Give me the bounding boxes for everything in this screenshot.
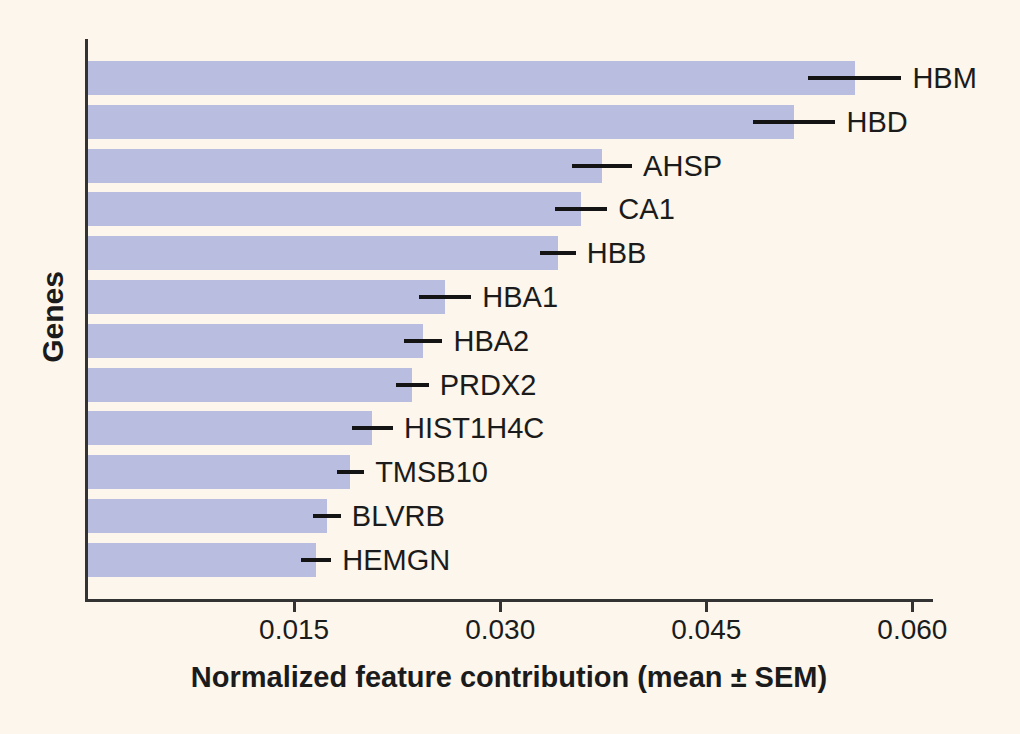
gene-label-ahsp: AHSP — [643, 151, 722, 180]
x-tick-mark-0.045 — [705, 602, 708, 612]
x-tick-mark-0.015 — [293, 602, 296, 612]
bar-hbd — [88, 105, 794, 139]
x-tick-label-0.045: 0.045 — [671, 614, 741, 646]
gene-label-hbm: HBM — [912, 64, 976, 93]
x-tick-mark-0.060 — [911, 602, 914, 612]
bar-blvrb — [88, 499, 327, 533]
gene-label-hbb: HBB — [587, 239, 647, 268]
gene-label-hemgn: HEMGN — [342, 545, 450, 574]
gene-label-ca1: CA1 — [618, 195, 674, 224]
error-bar-hba2 — [404, 339, 442, 343]
x-axis-label: Normalized feature contribution (mean ± … — [85, 661, 933, 694]
bar-tmsb10 — [88, 455, 350, 489]
plot-area: HBMHBDAHSPCA1HBBHBA1HBA2PRDX2HIST1H4CTMS… — [85, 39, 933, 602]
error-bar-hbd — [753, 120, 835, 124]
error-bar-hbb — [540, 251, 576, 255]
gene-label-hba1: HBA1 — [482, 283, 558, 312]
error-bar-hbm — [808, 76, 901, 80]
y-axis-label: Genes — [36, 271, 70, 363]
bar-hba1 — [88, 280, 445, 314]
gene-label-hba2: HBA2 — [453, 326, 529, 355]
bar-hba2 — [88, 324, 423, 358]
x-tick-label-0.030: 0.030 — [465, 614, 535, 646]
gene-label-prdx2: PRDX2 — [440, 370, 537, 399]
x-tick-label-0.015: 0.015 — [259, 614, 329, 646]
bar-ahsp — [88, 149, 602, 183]
gene-label-tmsb10: TMSB10 — [375, 458, 488, 487]
bar-ca1 — [88, 192, 581, 226]
error-bar-ca1 — [555, 207, 607, 211]
error-bar-hist1h4c — [352, 426, 393, 430]
x-tick-mark-0.030 — [499, 602, 502, 612]
error-bar-prdx2 — [396, 383, 429, 387]
bar-hbb — [88, 236, 558, 270]
error-bar-blvrb — [313, 514, 340, 518]
x-tick-label-0.060: 0.060 — [877, 614, 947, 646]
bar-hist1h4c — [88, 411, 372, 445]
error-bar-tmsb10 — [337, 470, 364, 474]
gene-label-blvrb: BLVRB — [352, 502, 445, 531]
error-bar-hba1 — [419, 295, 471, 299]
bar-chart-figure: Genes HBMHBD AHSP CA1 HBB HBA1 HBA2 PRDX2 HIST1… — [0, 0, 1020, 734]
bar-hemgn — [88, 543, 316, 577]
bar-prdx2 — [88, 368, 412, 402]
gene-label-hbd: HBD — [846, 107, 907, 136]
error-bar-ahsp — [572, 164, 632, 168]
gene-label-hist1h4c: HIST1H4C — [404, 414, 544, 443]
bar-hbm — [88, 61, 855, 95]
error-bar-hemgn — [301, 558, 331, 562]
